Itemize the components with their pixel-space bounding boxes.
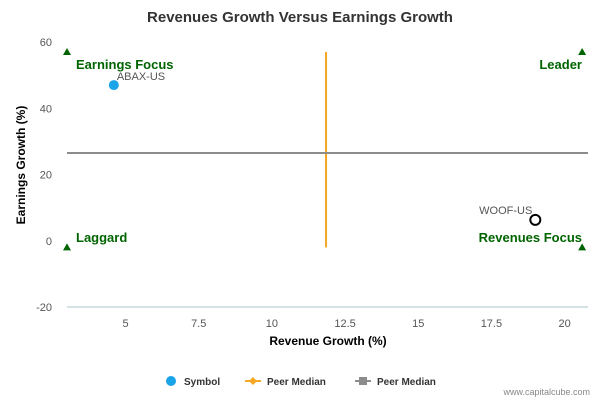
legend: Symbol Peer Median Peer Median bbox=[166, 376, 436, 388]
y-tick-label: 0 bbox=[46, 236, 52, 248]
data-point-label: ABAX-US bbox=[117, 71, 165, 83]
x-tick-label: 10 bbox=[266, 318, 278, 330]
y-tick-label: 20 bbox=[40, 170, 52, 182]
legend-square-marker bbox=[359, 377, 367, 385]
credit-text: www.capitalcube.com bbox=[502, 387, 590, 397]
y-tick-labels: -20 0 20 40 60 bbox=[36, 37, 52, 314]
legend-diamond-marker bbox=[249, 377, 257, 385]
x-tick-label: 5 bbox=[122, 318, 128, 330]
quadrant-labels: Earnings Focus Leader Laggard Revenues Focu… bbox=[76, 57, 582, 245]
data-point bbox=[108, 80, 119, 91]
quadrant-label: Revenues Focus bbox=[479, 230, 582, 245]
x-tick-label: 17.5 bbox=[481, 318, 502, 330]
x-tick-label: 12.5 bbox=[334, 318, 355, 330]
legend-symbol-marker bbox=[166, 376, 176, 386]
data-points: ABAX-US WOOF-US bbox=[108, 71, 542, 226]
quadrant-label: Earnings Focus bbox=[76, 57, 174, 72]
x-tick-label: 7.5 bbox=[191, 318, 206, 330]
quadrant-corner-markers bbox=[63, 47, 587, 251]
chart-title: Revenues Growth Versus Earnings Growth bbox=[147, 9, 453, 26]
corner-marker-triangle bbox=[63, 243, 71, 251]
data-point bbox=[529, 213, 542, 226]
legend-label: Peer Median bbox=[267, 377, 326, 388]
corner-marker-triangle bbox=[63, 47, 71, 55]
data-point-label: WOOF-US bbox=[479, 205, 532, 217]
legend-label: Peer Median bbox=[377, 377, 436, 388]
x-tick-label: 15 bbox=[412, 318, 424, 330]
quadrant-label: Leader bbox=[539, 57, 582, 72]
legend-label: Symbol bbox=[184, 377, 220, 388]
quadrant-label: Laggard bbox=[76, 230, 127, 245]
y-tick-label: -20 bbox=[36, 302, 52, 314]
x-tick-labels: 5 7.5 10 12.5 15 17.5 20 bbox=[122, 318, 570, 330]
corner-marker-triangle bbox=[578, 243, 587, 251]
peer-median-lines bbox=[67, 51, 588, 248]
y-tick-label: 60 bbox=[40, 37, 52, 49]
plot-area: -20 0 20 40 60 5 7.5 10 12.5 15 17.5 20 Earnings F… bbox=[36, 37, 588, 330]
y-tick-label: 40 bbox=[40, 103, 52, 115]
y-axis-title: Earnings Growth (%) bbox=[14, 106, 28, 225]
x-tick-label: 20 bbox=[558, 318, 570, 330]
corner-marker-triangle bbox=[578, 47, 587, 55]
x-axis-title: Revenue Growth (%) bbox=[269, 334, 386, 348]
